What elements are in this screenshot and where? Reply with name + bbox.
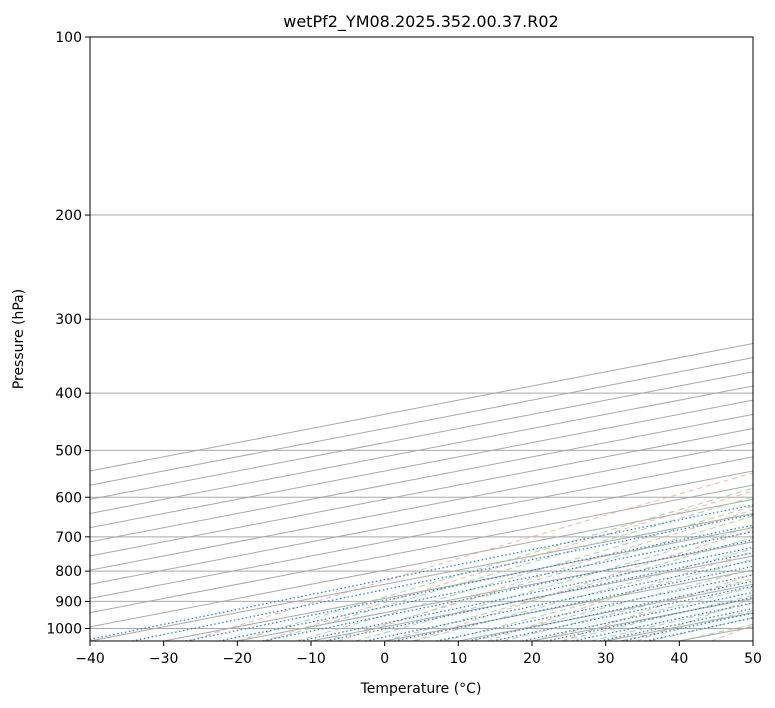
- isotherm-line: [90, 427, 753, 557]
- x-tick-label: 30: [597, 651, 615, 667]
- dry-adiabat-line: [412, 529, 753, 641]
- moist-adiabat-line: [413, 548, 753, 641]
- isotherm-line: [90, 413, 753, 543]
- isotherm-line: [605, 612, 753, 641]
- y-tick-label: 300: [55, 312, 82, 328]
- x-axis-label: Temperature (°C): [360, 681, 482, 697]
- dry-adiabat-line: [487, 550, 753, 641]
- chart-title: wetPf2_YM08.2025.352.00.37.R02: [283, 12, 558, 32]
- mixing-ratio-line: [325, 552, 753, 641]
- isotherm-line: [752, 640, 753, 641]
- moist-adiabat-line: [237, 487, 753, 641]
- x-tick-label: 50: [744, 651, 762, 667]
- moist-adiabat-line: [296, 505, 753, 641]
- y-tick-label: 400: [55, 386, 82, 402]
- isotherm-line: [237, 541, 753, 641]
- mixing-ratio-line: [90, 504, 753, 640]
- moist-adiabat-line: [561, 594, 753, 641]
- mixing-ratio-line: [572, 602, 753, 641]
- moist-adiabat-line: [649, 616, 753, 641]
- isotherm-line: [90, 456, 753, 585]
- isotherm-line: [90, 484, 753, 614]
- dry-adiabat-line: [711, 624, 753, 641]
- x-tick-label: −10: [296, 651, 326, 667]
- isotherm-line: [310, 555, 753, 641]
- mixing-ratio-line: [262, 539, 753, 641]
- x-tick-label: −40: [75, 651, 105, 667]
- moist-adiabat-line: [679, 623, 753, 641]
- y-tick-label: 600: [55, 490, 82, 506]
- mixing-ratio-line: [299, 546, 753, 641]
- isotherm-line: [90, 470, 753, 600]
- dry-adiabat-line: [562, 573, 753, 641]
- moist-adiabat-line: [472, 568, 753, 641]
- y-axis: 100 200 300 400 500 600 700 800 900 1000: [46, 30, 90, 637]
- y-tick-label: 700: [55, 530, 82, 546]
- x-tick-label: 0: [380, 651, 389, 667]
- x-tick-label: 40: [670, 651, 688, 667]
- x-axis: −40 −30 −20 −10 0 10 20 30 40 50: [75, 641, 762, 667]
- moist-adiabat-line: [266, 496, 753, 641]
- moist-adiabat-line: [384, 537, 753, 641]
- moist-adiabat-line: [502, 578, 753, 641]
- isotherm-line: [163, 527, 753, 641]
- y-tick-label: 200: [55, 208, 82, 224]
- y-tick-label: 800: [55, 564, 82, 580]
- y-tick-label: 100: [55, 30, 82, 46]
- mixing-ratio-line: [599, 607, 753, 641]
- x-tick-label: −30: [149, 651, 179, 667]
- isotherm-line: [90, 442, 753, 571]
- y-axis-label: Pressure (hPa): [11, 289, 27, 389]
- x-tick-label: 10: [449, 651, 467, 667]
- grid-lines: [90, 37, 753, 641]
- mixing-ratio-line: [218, 531, 753, 641]
- moist-adiabat-line: [355, 526, 753, 641]
- y-tick-label: 900: [55, 594, 82, 610]
- isotherm-line: [90, 512, 753, 641]
- moist-adiabat-line: [325, 515, 753, 641]
- mixing-ratio-line: [365, 559, 753, 641]
- isotherm-line: [458, 583, 753, 641]
- plot-frame: [89, 36, 754, 642]
- y-tick-label: 500: [55, 443, 82, 459]
- x-tick-label: 20: [523, 651, 541, 667]
- isotherm-line: [679, 626, 753, 641]
- y-tick-label: 1000: [46, 621, 82, 637]
- x-tick-label: −20: [223, 651, 253, 667]
- dry-adiabat-line: [188, 472, 753, 641]
- isotherm-line: [90, 498, 753, 628]
